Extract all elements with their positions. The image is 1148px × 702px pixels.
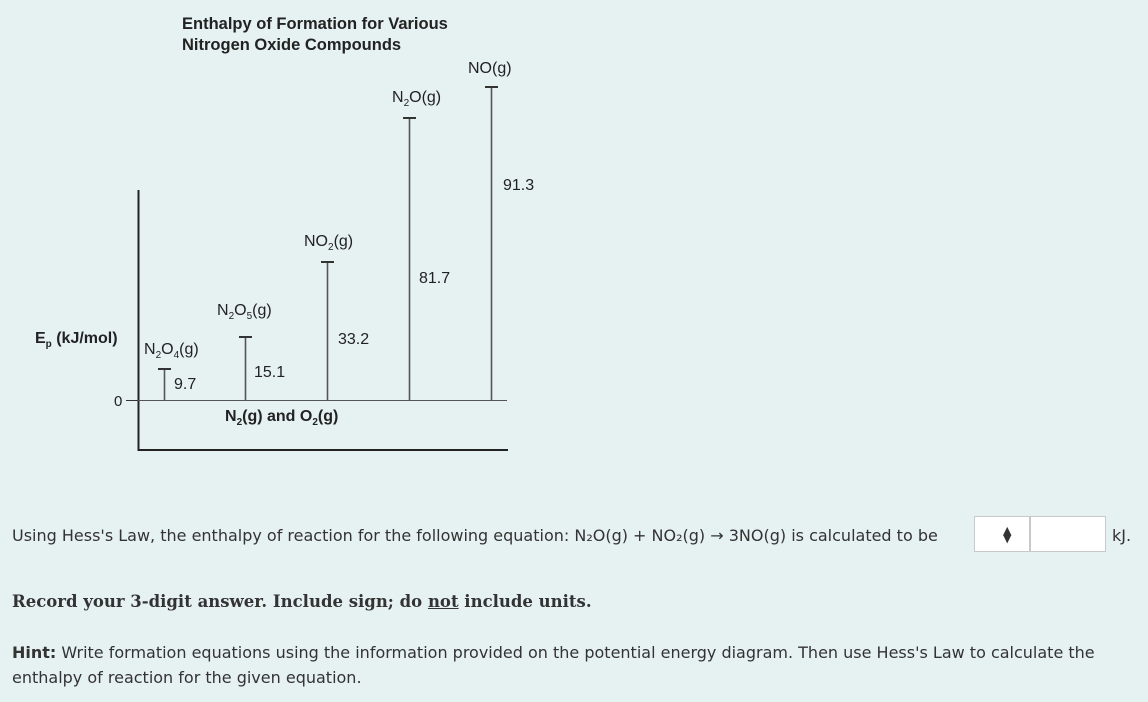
record-text-after: include units. (458, 592, 592, 611)
diagram-title-line1: Enthalpy of Formation for Various (182, 15, 448, 33)
value-n2o5: 15.1 (254, 364, 286, 381)
energy-diagram-lines (126, 86, 508, 451)
answer-input[interactable] (1030, 516, 1106, 552)
value-no: 91.3 (503, 177, 535, 194)
diagram-title: Enthalpy of Formation for Various Nitrog… (182, 14, 448, 56)
label-n2o: N2O(g) (392, 89, 442, 109)
unit-label: kJ. (1112, 526, 1132, 545)
baseline-label: N2(g) and O2(g) (225, 408, 339, 428)
question-row: Using Hess's Law, the enthalpy of reacti… (12, 516, 1142, 552)
zero-label: 0 (114, 393, 123, 410)
diagram-title-line2: Nitrogen Oxide Compounds (182, 36, 402, 54)
sign-dropdown[interactable]: ▲ ▼ (974, 516, 1030, 552)
energy-diagram: Enthalpy of Formation for Various Nitrog… (0, 0, 560, 470)
value-n2o: 81.7 (419, 270, 451, 287)
hint-text: Write formation equations using the info… (12, 643, 1095, 687)
question-text: Using Hess's Law, the enthalpy of reacti… (12, 526, 938, 545)
label-n2o4: N2O4(g) (144, 341, 199, 361)
label-no: NO(g) (468, 60, 512, 77)
hint-label: Hint: (12, 643, 57, 662)
y-axis-label: Ep (kJ/mol) (35, 330, 118, 350)
label-no2: NO2(g) (304, 233, 354, 253)
value-n2o4: 9.7 (174, 376, 197, 393)
record-instructions: Record your 3-digit answer. Include sign… (12, 592, 592, 611)
hint-paragraph: Hint: Write formation equations using th… (12, 640, 1132, 690)
record-emphasis: not (427, 592, 459, 611)
value-no2: 33.2 (338, 331, 370, 348)
record-text-before: Record your 3-digit answer. Include sign… (12, 592, 428, 611)
label-n2o5: N2O5(g) (217, 302, 272, 322)
updown-arrows-icon: ▲ ▼ (1003, 524, 1012, 545)
